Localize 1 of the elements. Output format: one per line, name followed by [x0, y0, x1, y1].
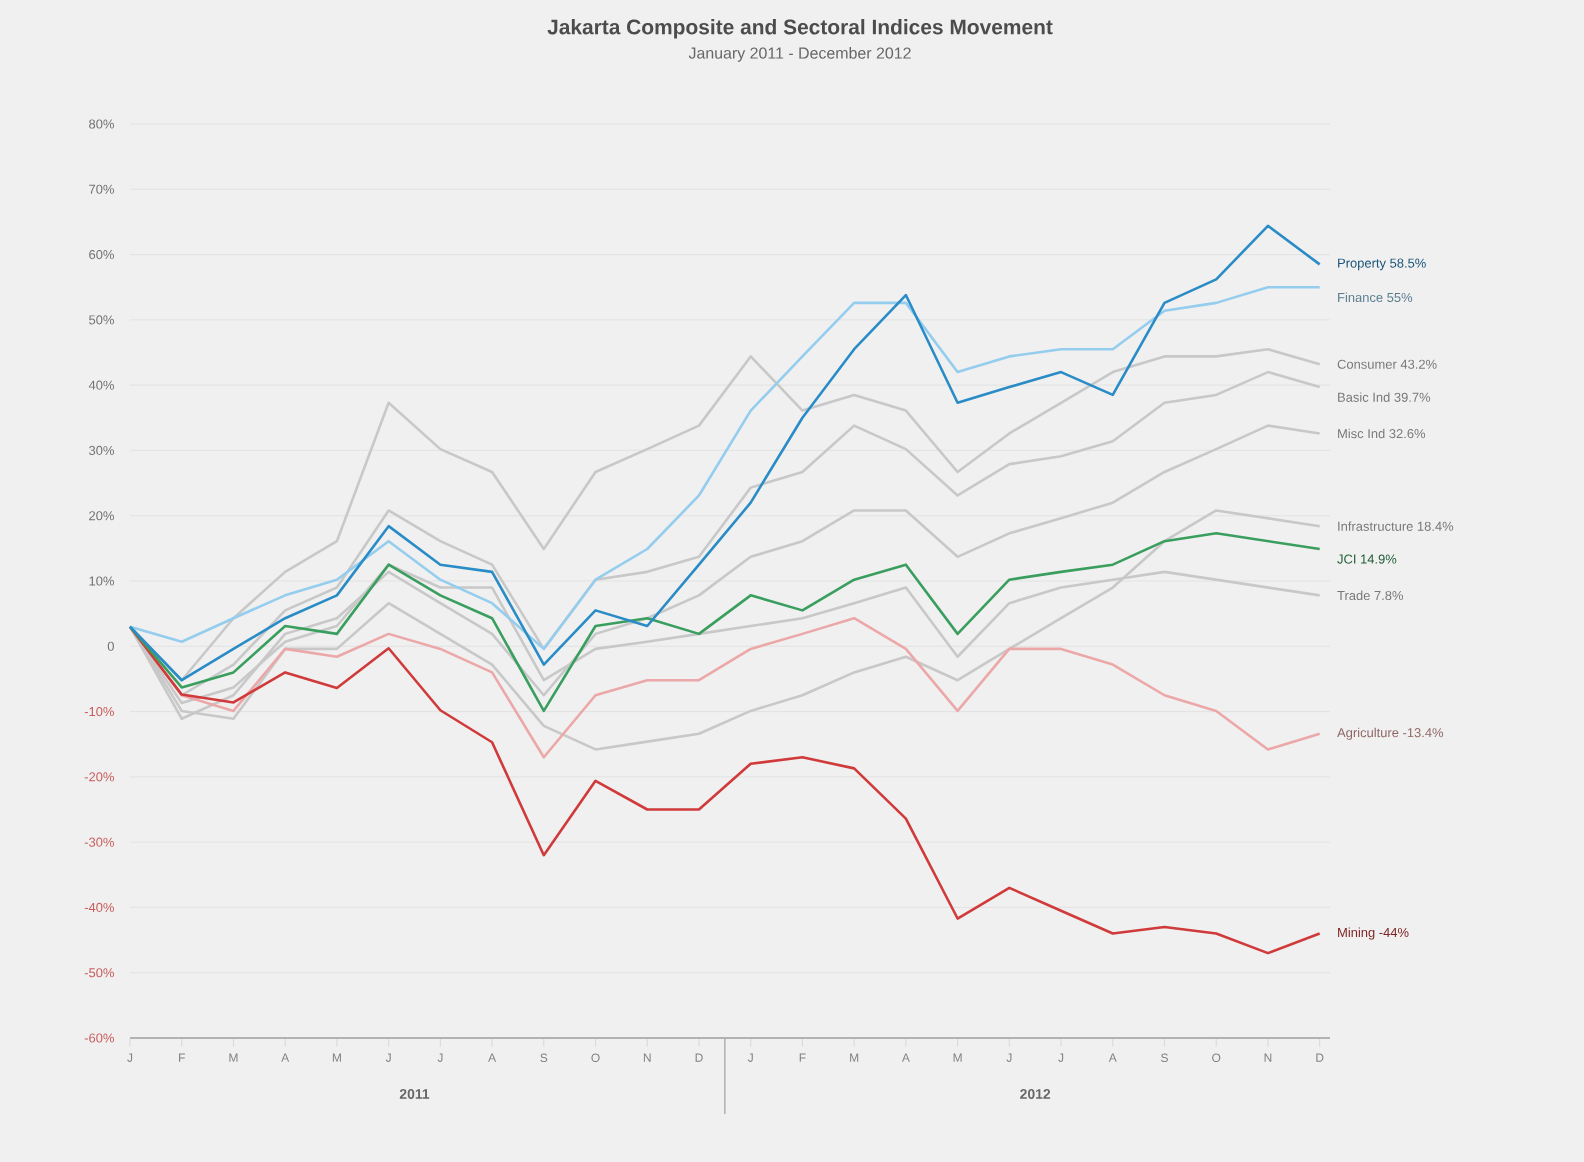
chart-title: Jakarta Composite and Sectoral Indices Movement: [547, 19, 1053, 39]
